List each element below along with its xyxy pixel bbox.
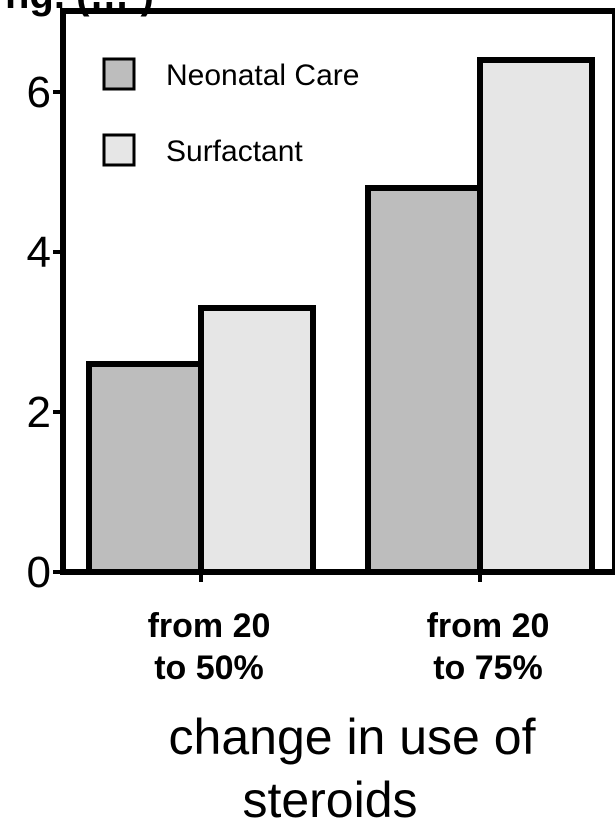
x-axis-label-line-2: steroids [242, 772, 417, 827]
bar-neonatal-care-2 [365, 185, 483, 575]
legend-swatch-neonatal-care [102, 57, 136, 91]
bar-surfactant-1 [198, 305, 316, 575]
x-axis [63, 569, 615, 582]
bars-group [86, 57, 595, 575]
category-label-2-line-2: to 75% [433, 649, 543, 687]
bar-surfactant-2 [477, 57, 595, 575]
category-labels: from 20 to 50% from 20 to 75% [148, 607, 550, 687]
category-label-2-line-1: from 20 [427, 607, 550, 645]
y-tick-label-6: 6 [27, 68, 51, 117]
legend-swatch-surfactant [102, 133, 136, 167]
legend: Neonatal Care Surfactant [102, 57, 359, 168]
y-tick-label-0: 0 [27, 548, 51, 597]
y-axis: 0 2 4 6 [27, 11, 66, 597]
bar-neonatal-care-1 [86, 361, 204, 575]
category-label-1-line-2: to 50% [154, 649, 264, 687]
y-tick-label-2: 2 [27, 388, 51, 437]
x-axis-label-line-1: change in use of [169, 709, 536, 765]
category-label-1-line-1: from 20 [148, 607, 271, 645]
legend-label-surfactant: Surfactant [166, 135, 303, 168]
y-tick-label-4: 4 [27, 228, 51, 277]
legend-label-neonatal-care: Neonatal Care [166, 59, 359, 92]
